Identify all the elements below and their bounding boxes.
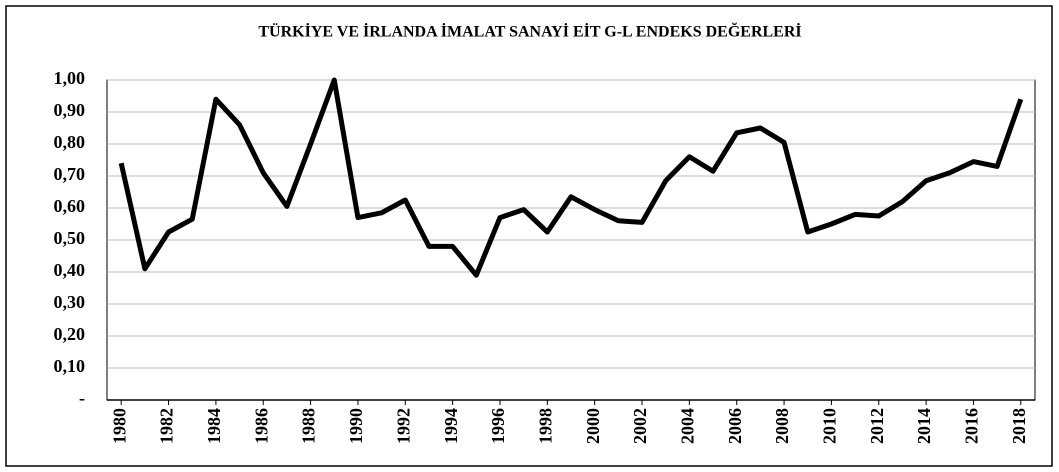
x-tick-label: 2016 <box>962 408 982 444</box>
x-tick-label: 1982 <box>157 408 177 444</box>
chart-title: TÜRKİYE VE İRLANDA İMALAT SANAYİ EİT G-L… <box>258 22 801 41</box>
x-tick-label: 2008 <box>772 408 792 444</box>
y-tick-label: 0,50 <box>54 228 86 248</box>
y-tick-label: 0,20 <box>54 324 86 344</box>
x-tick-label: 2006 <box>725 408 745 444</box>
x-tick-label: 2014 <box>914 408 934 444</box>
y-tick-label: 0,30 <box>54 292 86 312</box>
x-tick-label: 1992 <box>393 408 413 444</box>
x-tick-label: 2012 <box>867 408 887 444</box>
x-tick-label: 2002 <box>630 408 650 444</box>
y-tick-label: 0,80 <box>54 132 86 152</box>
y-tick-label: 0,10 <box>54 356 86 376</box>
x-tick-label: 1984 <box>204 408 224 444</box>
y-tick-label: 0,60 <box>54 196 86 216</box>
x-tick-label: 2010 <box>820 408 840 444</box>
x-tick-label: 1980 <box>109 408 129 444</box>
x-tick-label: 1988 <box>299 408 319 444</box>
x-tick-label: 1994 <box>441 408 461 444</box>
y-tick-label: 0,90 <box>54 100 86 120</box>
x-tick-label: 2000 <box>583 408 603 444</box>
x-tick-label: 1998 <box>535 408 555 444</box>
y-tick-label: 1,00 <box>54 68 86 88</box>
x-tick-label: 1996 <box>488 408 508 444</box>
y-tick-label: - <box>79 388 85 408</box>
x-tick-label: 1990 <box>346 408 366 444</box>
chart-border <box>5 5 1053 467</box>
x-tick-label: 2004 <box>677 408 697 444</box>
x-tick-label: 2018 <box>1009 408 1029 444</box>
y-tick-label: 0,40 <box>54 260 86 280</box>
data-line <box>118 77 1024 278</box>
x-tick-label: 1986 <box>251 408 271 444</box>
y-tick-label: 0,70 <box>54 164 86 184</box>
